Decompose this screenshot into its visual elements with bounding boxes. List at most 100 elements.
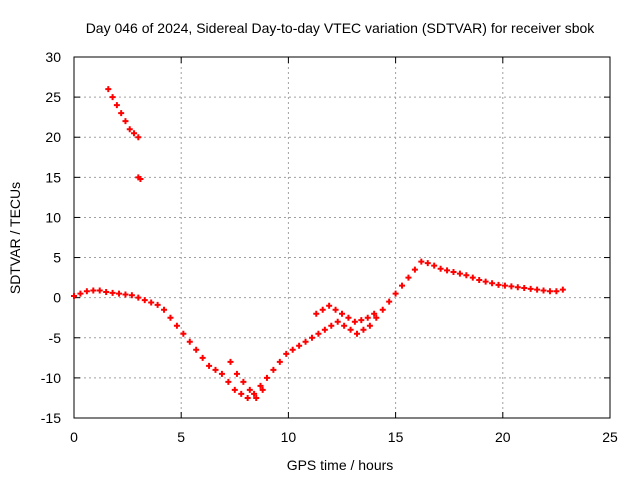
data-point xyxy=(444,267,451,274)
data-point xyxy=(90,287,97,294)
data-point xyxy=(131,130,138,137)
y-tick-label: -15 xyxy=(41,410,61,426)
data-point xyxy=(326,302,333,309)
data-point xyxy=(109,289,116,296)
data-point xyxy=(360,326,367,333)
data-point xyxy=(456,270,463,277)
data-point xyxy=(167,314,174,321)
data-point xyxy=(231,386,238,393)
grid-lines xyxy=(74,57,610,418)
data-point xyxy=(354,330,361,337)
data-point xyxy=(238,390,245,397)
data-point xyxy=(116,290,123,297)
data-point xyxy=(339,310,345,317)
data-point xyxy=(332,306,339,313)
y-axis-label: SDTVAR / TECUs xyxy=(7,182,23,294)
data-point xyxy=(180,330,187,337)
x-tick-label: 0 xyxy=(70,429,78,445)
data-point xyxy=(251,390,258,397)
data-point xyxy=(289,346,296,353)
data-point xyxy=(347,326,354,333)
data-point xyxy=(358,317,365,324)
data-point xyxy=(154,301,161,308)
data-point xyxy=(450,268,457,275)
x-tick-label: 10 xyxy=(281,429,297,445)
data-point xyxy=(141,297,148,304)
data-point xyxy=(482,278,489,285)
data-point xyxy=(126,126,133,133)
data-point xyxy=(244,394,251,401)
data-point xyxy=(227,358,234,365)
x-tick-label: 25 xyxy=(602,429,618,445)
data-point xyxy=(476,277,483,284)
y-tick-label: 10 xyxy=(45,209,61,225)
y-tick-label: 20 xyxy=(45,129,61,145)
data-point xyxy=(371,310,378,317)
data-point xyxy=(373,314,380,321)
data-point xyxy=(321,326,328,333)
y-tick-label: 5 xyxy=(53,250,61,266)
data-point xyxy=(135,134,142,141)
data-point xyxy=(553,288,560,295)
data-point xyxy=(109,94,116,101)
data-point xyxy=(405,274,412,281)
data-point xyxy=(302,338,309,345)
data-point xyxy=(319,306,326,313)
data-point xyxy=(253,394,260,401)
data-point xyxy=(508,283,515,290)
data-point xyxy=(495,281,502,288)
data-point xyxy=(431,262,438,269)
data-point xyxy=(218,370,225,377)
data-point xyxy=(313,310,320,317)
data-point xyxy=(206,362,213,369)
data-point xyxy=(96,287,103,294)
y-tick-label: 15 xyxy=(45,169,61,185)
data-point xyxy=(351,318,358,325)
y-tick-label: 0 xyxy=(53,290,61,306)
data-point xyxy=(315,330,322,337)
data-point xyxy=(540,287,547,294)
data-point xyxy=(193,346,200,353)
data-point xyxy=(137,175,144,182)
data-point xyxy=(173,322,180,329)
data-point xyxy=(113,102,120,109)
data-point xyxy=(77,290,84,297)
y-axis: -15 -10 -5 0 5 10 15 20 25 30 xyxy=(41,49,610,426)
data-point xyxy=(148,299,155,306)
data-point xyxy=(240,378,247,385)
y-tick-label: -10 xyxy=(41,370,61,386)
data-point xyxy=(118,110,125,117)
data-point xyxy=(328,322,335,329)
data-point xyxy=(199,354,206,361)
data-point xyxy=(411,266,418,273)
data-point xyxy=(276,358,283,365)
data-point xyxy=(103,289,110,296)
data-point xyxy=(399,282,406,289)
data-point xyxy=(345,314,352,321)
data-point xyxy=(364,314,371,321)
x-axis-label: GPS time / hours xyxy=(287,457,394,473)
data-point xyxy=(105,86,112,93)
data-point xyxy=(257,382,264,389)
x-tick-label: 5 xyxy=(177,429,185,445)
data-point xyxy=(379,306,386,313)
data-point xyxy=(514,284,521,291)
data-point xyxy=(386,298,393,305)
data-point xyxy=(424,260,431,267)
chart-title: Day 046 of 2024, Sidereal Day-to-day VTE… xyxy=(86,20,596,36)
data-point xyxy=(559,286,566,293)
data-point xyxy=(283,350,290,357)
y-tick-label: 30 xyxy=(45,49,61,65)
data-point xyxy=(521,285,528,292)
data-point xyxy=(334,318,341,325)
data-point xyxy=(259,386,266,393)
data-point xyxy=(122,291,129,298)
data-point xyxy=(366,322,373,329)
plot-frame xyxy=(73,56,611,419)
data-point xyxy=(308,334,315,341)
y-tick-label: 25 xyxy=(45,89,61,105)
data-point xyxy=(186,338,193,345)
data-point xyxy=(263,374,270,381)
data-point xyxy=(233,370,240,377)
